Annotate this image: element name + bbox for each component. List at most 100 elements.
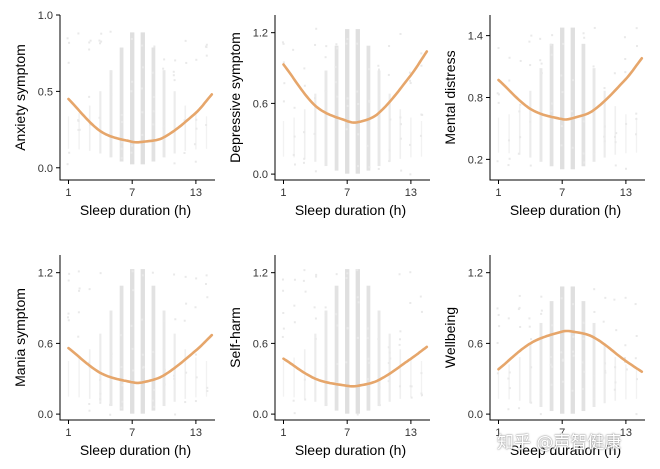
y-tick-label: 1.4 (468, 31, 483, 43)
raw-point (345, 128, 348, 131)
raw-strip-14h (420, 360, 423, 397)
raw-point (560, 144, 563, 147)
raw-point (120, 366, 123, 369)
raw-strip-7h (560, 286, 565, 414)
raw-point (518, 306, 521, 309)
raw-point (581, 388, 584, 391)
raw-point (593, 288, 596, 291)
raw-point (420, 64, 423, 67)
raw-strip-12h (184, 349, 187, 399)
raw-point (572, 354, 575, 357)
raw-strip-8h (355, 29, 360, 174)
raw-point (121, 400, 124, 403)
raw-point (293, 304, 296, 307)
raw-point (110, 93, 113, 96)
raw-point (325, 90, 328, 93)
raw-point (282, 311, 285, 314)
raw-strip-9h (366, 45, 371, 171)
x-tick-label: 13 (405, 427, 417, 439)
raw-point (120, 157, 123, 160)
raw-strip-8h (355, 269, 360, 414)
raw-point (77, 119, 80, 122)
raw-strip-2h (508, 364, 510, 400)
raw-point (540, 295, 543, 298)
raw-strip-13h (625, 364, 627, 400)
raw-point (281, 335, 284, 338)
raw-point (99, 42, 102, 45)
raw-point (497, 101, 500, 104)
raw-point (109, 403, 112, 406)
raw-point (635, 413, 638, 416)
raw-point (614, 366, 617, 369)
raw-point (508, 56, 511, 59)
raw-point (571, 146, 574, 149)
x-tick-label: 7 (344, 187, 350, 199)
raw-point (420, 372, 423, 375)
raw-point (635, 45, 638, 48)
raw-point (572, 350, 575, 353)
raw-point (507, 164, 510, 167)
raw-point (110, 71, 113, 74)
raw-point (592, 65, 595, 68)
raw-point (195, 58, 198, 61)
fitted-curve (67, 93, 214, 144)
raw-point (635, 117, 638, 120)
raw-point (420, 394, 423, 397)
raw-point (88, 48, 91, 51)
raw-point (540, 72, 543, 75)
raw-point (377, 68, 380, 71)
raw-strip-2h (508, 114, 510, 154)
raw-strip-8h (570, 27, 575, 170)
y-axis-title: Self-harm (227, 307, 243, 368)
raw-point (141, 353, 144, 356)
raw-point (303, 67, 306, 70)
x-tick-label: 1 (495, 427, 501, 439)
raw-strip-10h (377, 310, 381, 407)
raw-point (549, 363, 552, 366)
raw-point (540, 309, 543, 312)
raw-strip-7h (345, 269, 350, 414)
raw-point (205, 46, 208, 49)
raw-point (194, 353, 197, 356)
raw-point (77, 128, 80, 131)
panel-1: 0.0 0.5 1.0 1 7 13 Sleep duration (h) Anxiety s… (12, 10, 215, 218)
raw-strip-6h (549, 43, 554, 167)
raw-point (345, 42, 348, 45)
raw-strip-2h (293, 357, 295, 398)
raw-point (346, 272, 349, 275)
raw-point (98, 39, 101, 42)
raw-point (142, 366, 145, 369)
y-tick-label: 1.2 (468, 268, 483, 280)
raw-point (528, 40, 531, 43)
raw-point (582, 321, 585, 324)
raw-point (602, 320, 605, 323)
raw-point (409, 385, 412, 388)
raw-point (399, 32, 402, 35)
raw-point (121, 384, 124, 387)
raw-data-points (281, 269, 423, 416)
raw-data-points (66, 30, 208, 166)
raw-point (68, 272, 71, 275)
raw-point (183, 152, 186, 155)
raw-point (582, 120, 585, 123)
raw-strip-3h (518, 106, 521, 155)
raw-strip-12h (399, 349, 402, 399)
raw-point (378, 404, 381, 407)
raw-point (152, 399, 155, 402)
raw-point (77, 311, 80, 314)
raw-point (292, 153, 295, 156)
x-tick-label: 1 (495, 187, 501, 199)
raw-strip-6h (334, 285, 339, 411)
raw-point (603, 140, 606, 143)
raw-point (184, 275, 187, 278)
raw-strip-4h (99, 91, 102, 154)
raw-point (334, 66, 337, 69)
raw-point (151, 271, 154, 274)
raw-point (205, 123, 208, 126)
raw-point (206, 386, 209, 389)
fitted-curve (282, 50, 429, 124)
raw-point (519, 325, 522, 328)
raw-point (120, 113, 123, 116)
raw-point (121, 120, 124, 123)
fitted-curve (67, 333, 214, 385)
